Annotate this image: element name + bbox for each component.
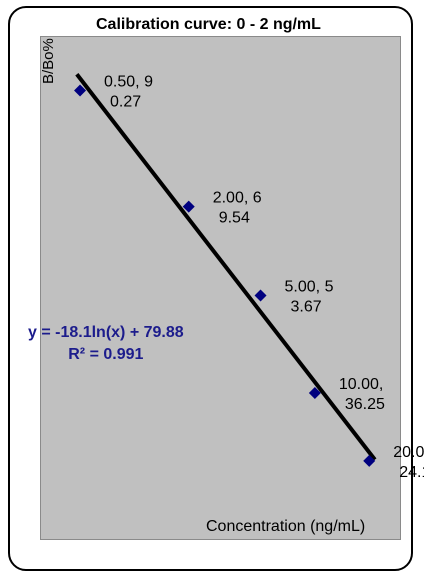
data-point-2 xyxy=(182,200,195,213)
x-axis-label: Concentration (ng/mL) xyxy=(206,518,366,535)
trendline-equation-box: y = -18.1ln(x) + 79.88 R² = 0.991 xyxy=(28,322,184,366)
plot-area xyxy=(40,36,401,540)
data-label-2: 2.00, 6 9.54 xyxy=(213,190,262,227)
trendline-equation: y = -18.1ln(x) + 79.88 xyxy=(28,324,184,341)
data-label-1: 0.50, 9 0.27 xyxy=(104,73,153,110)
data-point-4 xyxy=(308,387,321,399)
trendline-r-squared: R² = 0.991 xyxy=(68,346,144,363)
data-point-5 xyxy=(363,454,376,467)
data-label-5: 20.00,24.13 xyxy=(393,444,424,481)
data-point-1 xyxy=(74,84,87,97)
data-label-3: 5.00, 5 3.67 xyxy=(285,278,334,315)
data-point-3 xyxy=(254,289,267,302)
data-label-4: 10.00, 36.25 xyxy=(339,376,385,413)
chart-title: Calibration curve: 0 - 2 ng/mL xyxy=(96,16,321,33)
trendline xyxy=(75,73,377,461)
